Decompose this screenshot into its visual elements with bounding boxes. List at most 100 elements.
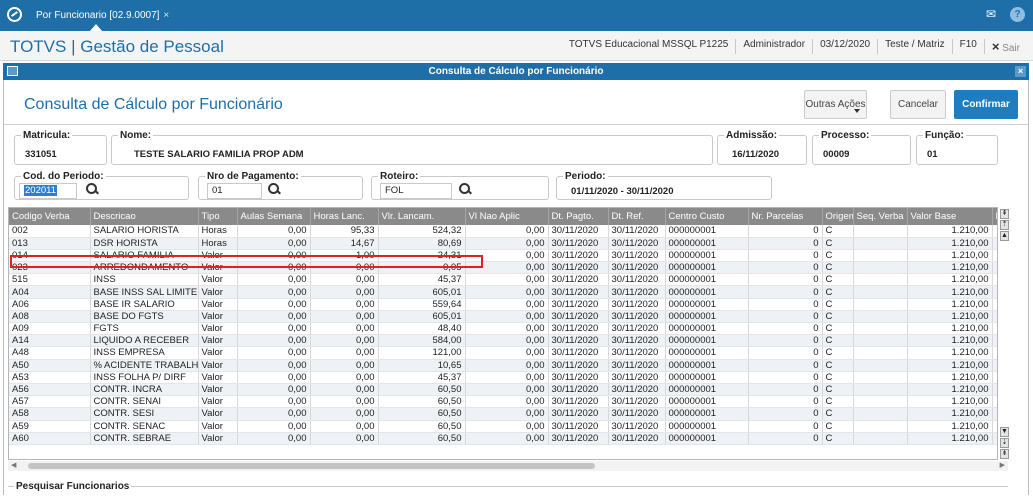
tab-por-funcionario[interactable]: Por Funcionario [02.9.0007] × (30, 8, 175, 25)
table-cell: 60,50 (378, 395, 466, 409)
tab-close-icon[interactable]: × (163, 10, 170, 21)
table-row[interactable]: A57 CONTR. SENAI Valor 0,00 0,00 60,50 0,00 30/… (9, 395, 997, 409)
cod-periodo-input[interactable]: 202011 (19, 183, 77, 199)
verbas-grid[interactable]: Codigo Verba Descricao Tipo Aulas Semana Hor… (8, 207, 998, 460)
table-row[interactable]: 014 SALARIO FAMILIA Valor 0,00 1,00 24,31 0,00… (9, 249, 997, 263)
table-row[interactable]: A48 INSS EMPRESA Valor 0,00 0,00 121,00 0,00 30… (9, 346, 997, 360)
scroll-up-icon[interactable]: ▲ (1000, 231, 1009, 241)
vertical-scrollbar[interactable]: ⇞ ⇡ ▲ ▼ ⇣ ⇟ (999, 207, 1010, 460)
nro-pagamento-input[interactable]: 01 (207, 183, 262, 199)
scroll-top-icon[interactable]: ⇞ (1000, 209, 1009, 219)
table-cell: INSS (90, 273, 199, 287)
totvs-logo-icon[interactable] (7, 7, 22, 22)
search-icon[interactable] (267, 182, 281, 196)
scroll-down-icon[interactable]: ▼ (1000, 427, 1009, 437)
table-cell: Valor (198, 407, 238, 421)
column-header[interactable]: Codigo Verba (9, 208, 91, 225)
table-row[interactable]: A06 BASE IR SALARIO Valor 0,00 0,00 559,64 0,0… (9, 298, 997, 311)
dialog-close-icon[interactable]: × (1015, 66, 1026, 77)
table-row[interactable]: A09 FGTS Valor 0,00 0,00 48,40 0,00 30/11/2020 3… (9, 322, 997, 336)
column-header[interactable]: Dt. Ref. (608, 208, 666, 225)
scroll-left-icon[interactable]: ◀ (11, 462, 17, 469)
table-cell: 30/11/2020 (548, 359, 609, 372)
table-row[interactable]: A59 CONTR. SENAC Valor 0,00 0,00 60,50 0,00 30/… (9, 420, 997, 433)
table-cell: 30/11/2020 (608, 359, 666, 372)
table-cell (992, 237, 997, 250)
column-header[interactable]: Origem (822, 208, 854, 225)
table-row[interactable]: A50% ACIDENTE TRABALHO Valor 0,00 0,00 10,65… (9, 359, 997, 372)
table-cell: 0 (748, 395, 823, 409)
table-cell: 30/11/2020 (548, 225, 609, 238)
column-header[interactable]: Nr. Parcelas (748, 208, 823, 225)
table-cell (853, 420, 908, 433)
exit-label: Sair (1002, 43, 1020, 54)
nro-pagamento-label: Nro de Pagamento: (205, 171, 301, 182)
table-cell: 000000001 (665, 225, 749, 238)
table-row[interactable]: A56 CONTR. INCRA Valor 0,00 0,00 60,50 0,00 30/… (9, 383, 997, 397)
column-header[interactable]: Valor Base (907, 208, 993, 225)
scroll-page-down-icon[interactable]: ⇣ (1000, 438, 1009, 448)
table-cell: 0 (748, 273, 823, 287)
table-cell: 30/11/2020 (548, 261, 609, 275)
table-row[interactable]: A14 LIQUIDO A RECEBER Valor 0,00 0,00 584,00 0… (9, 334, 997, 348)
environment-label[interactable]: TOTVS Educacional MSSQL P1225 (568, 39, 729, 50)
table-row[interactable]: A04 BASE INSS SAL LIMITE Valor 0,00 0,00 605,… (9, 285, 997, 299)
table-cell: 0,00 (237, 249, 311, 263)
table-row[interactable]: A60 CONTR. SEBRAE Valor 0,00 0,00 60,50 0,00 30… (9, 432, 997, 445)
shortcut-label[interactable]: F10 (951, 39, 984, 54)
column-header[interactable]: Vlr. Lancam. (378, 208, 466, 225)
column-header[interactable]: Centro Custo (665, 208, 749, 225)
user-label[interactable]: Administrador (735, 39, 812, 54)
branch-label[interactable]: Teste / Matriz (877, 39, 951, 54)
column-header[interactable]: Seq. Verba (853, 208, 908, 225)
table-cell (853, 261, 908, 275)
table-row[interactable]: 013 DSR HORISTA Horas 0,00 14,67 80,69 0,00 30/… (9, 237, 997, 250)
column-header[interactable]: Vl Nao Aplic (465, 208, 549, 225)
search-icon[interactable] (458, 182, 472, 196)
table-cell: 0,00 (465, 298, 549, 311)
confirm-button[interactable]: Confirmar (954, 90, 1018, 119)
table-row[interactable]: A53 INSS FOLHA P/ DIRF Valor 0,00 0,00 45,37 0… (9, 371, 997, 384)
search-icon[interactable] (85, 182, 99, 196)
table-row[interactable]: 515 INSS Valor 0,00 0,00 45,37 0,00 30/11/2020 3… (9, 273, 997, 287)
table-cell: C (822, 346, 854, 360)
column-header[interactable]: F (992, 208, 997, 225)
outras-acoes-button[interactable]: Outras Ações (804, 90, 867, 119)
scroll-right-icon[interactable]: ▶ (999, 462, 1005, 469)
column-header[interactable]: Horas Lanc. (310, 208, 379, 225)
table-cell: 0,00 (237, 285, 311, 299)
table-cell: LIQUIDO A RECEBER (90, 334, 199, 348)
horizontal-scrollbar[interactable]: ◀ ▶ (8, 461, 1008, 471)
table-cell: A60 (9, 432, 91, 445)
mail-icon[interactable]: ✉ (985, 7, 996, 21)
date-label[interactable]: 03/12/2020 (812, 39, 877, 54)
column-header[interactable]: Descricao (90, 208, 199, 225)
table-cell (853, 371, 908, 384)
table-cell (992, 225, 997, 238)
table-row[interactable]: A58 CONTR. SESI Valor 0,00 0,00 60,50 0,00 30/1… (9, 407, 997, 421)
table-cell: 0,00 (310, 432, 379, 445)
table-cell: Valor (198, 249, 238, 263)
table-cell: Valor (198, 285, 238, 299)
table-cell: 1,00 (310, 249, 379, 263)
table-cell: 0 (748, 285, 823, 299)
cancel-button[interactable]: Cancelar (890, 90, 946, 119)
exit-button[interactable]: × Sair (983, 39, 1027, 54)
horizontal-scroll-thumb[interactable] (28, 463, 595, 469)
scroll-bottom-icon[interactable]: ⇟ (1000, 449, 1009, 459)
pesquisar-funcionarios-section: Pesquisar Funcionarios (8, 481, 1008, 498)
scroll-page-up-icon[interactable]: ⇡ (1000, 220, 1009, 230)
table-cell: 0,00 (237, 395, 311, 409)
table-row[interactable]: 002 SALARIO HORISTA Horas 0,00 95,33 524,32 0,… (9, 225, 997, 238)
table-row[interactable]: A08 BASE DO FGTS Valor 0,00 0,00 605,01 0,00 30… (9, 310, 997, 324)
column-header[interactable]: Tipo (198, 208, 238, 225)
table-row[interactable]: 023 ARREDONDAMENTO Valor 0,00 0,00 0,05 0,00 30… (9, 261, 997, 275)
help-icon[interactable]: ? (1010, 7, 1025, 22)
column-header[interactable]: Dt. Pagto. (548, 208, 609, 225)
table-cell: BASE INSS SAL LIMITE (90, 285, 199, 299)
table-cell: 121,00 (378, 346, 466, 360)
table-cell: 30/11/2020 (608, 432, 666, 445)
table-cell: Horas (198, 225, 238, 238)
roteiro-input[interactable]: FOL (380, 183, 452, 199)
column-header[interactable]: Aulas Semana (237, 208, 311, 225)
